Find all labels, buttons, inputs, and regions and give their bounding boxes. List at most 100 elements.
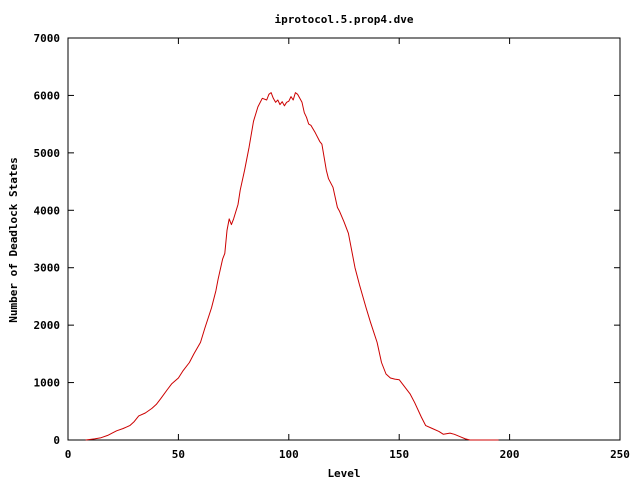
data-point	[328, 178, 329, 179]
y-tick-label: 7000	[34, 32, 61, 45]
data-point	[233, 218, 234, 219]
y-axis-ticks: 0 1000 2000 3000 4000 5000 6000 7000	[34, 32, 620, 447]
data-point	[273, 98, 274, 99]
y-tick-label: 1000	[34, 377, 61, 390]
y-tick-label: 0	[53, 434, 60, 447]
data-point	[394, 379, 395, 380]
data-point	[85, 440, 86, 441]
data-point	[123, 428, 124, 429]
data-point	[306, 117, 307, 118]
data-point	[116, 430, 117, 431]
x-tick-label: 200	[500, 448, 520, 461]
data-point	[288, 101, 289, 102]
data-point	[224, 253, 225, 254]
data-point	[377, 342, 378, 343]
data-point	[284, 105, 285, 106]
data-point	[171, 383, 172, 384]
data-point	[138, 415, 139, 416]
data-point	[280, 104, 281, 105]
data-point	[355, 267, 356, 268]
data-point	[215, 290, 216, 291]
data-point	[319, 141, 320, 142]
data-point	[425, 425, 426, 426]
data-point	[244, 170, 245, 171]
plot-frame	[67, 37, 621, 441]
data-point	[403, 385, 404, 386]
data-point	[286, 102, 287, 103]
x-tick-label: 100	[279, 448, 299, 461]
data-point	[315, 132, 316, 133]
data-point	[156, 404, 157, 405]
data-point	[295, 92, 296, 93]
data-point	[438, 431, 439, 432]
data-point	[112, 433, 113, 434]
data-point	[182, 371, 183, 372]
x-tick-label: 250	[610, 448, 630, 461]
data-point	[193, 353, 194, 354]
y-tick-label: 3000	[34, 262, 61, 275]
x-axis-label: Level	[327, 467, 360, 480]
data-point	[291, 96, 292, 97]
data-point	[450, 433, 451, 434]
data-point	[386, 374, 387, 375]
data-point	[465, 438, 466, 439]
data-point	[302, 102, 303, 103]
data-point	[410, 394, 411, 395]
data-point	[421, 417, 422, 418]
data-point	[167, 389, 168, 390]
data-point	[134, 421, 135, 422]
data-point	[293, 100, 294, 101]
data-point	[483, 440, 484, 441]
data-point	[200, 342, 201, 343]
data-point	[227, 230, 228, 231]
data-point	[178, 378, 179, 379]
data-point	[297, 94, 298, 95]
data-point	[399, 379, 400, 380]
data-point	[101, 437, 102, 438]
data-point	[461, 437, 462, 438]
data-point	[299, 98, 300, 99]
data-point	[240, 190, 241, 191]
data-point	[282, 101, 283, 102]
data-point	[189, 362, 190, 363]
y-tick-label: 6000	[34, 89, 61, 102]
data-point	[238, 204, 239, 205]
y-axis-label: Number of Deadlock States	[7, 157, 20, 323]
data-point	[339, 211, 340, 212]
data-point	[275, 102, 276, 103]
data-point	[370, 322, 371, 323]
data-point	[304, 112, 305, 113]
data-point	[321, 144, 322, 145]
data-point	[129, 425, 130, 426]
data-point	[262, 98, 263, 99]
data-point	[268, 94, 269, 95]
data-point	[277, 100, 278, 101]
data-point	[160, 398, 161, 399]
data-point	[454, 434, 455, 435]
data-point	[359, 284, 360, 285]
data-point	[271, 92, 272, 93]
series-line	[85, 92, 499, 441]
data-point	[229, 218, 230, 219]
data-point	[222, 259, 223, 260]
data-point	[231, 224, 232, 225]
data-point	[337, 207, 338, 208]
data-point	[249, 147, 250, 148]
data-point	[257, 106, 258, 107]
data-point	[333, 187, 334, 188]
series-layer	[85, 92, 499, 441]
data-point	[487, 440, 488, 441]
data-point	[151, 408, 152, 409]
data-point	[211, 307, 212, 308]
data-point	[494, 440, 495, 441]
data-point	[326, 170, 327, 171]
y-tick-label: 2000	[34, 319, 61, 332]
data-point	[414, 402, 415, 403]
data-point	[443, 434, 444, 435]
data-point	[348, 233, 349, 234]
data-point	[390, 378, 391, 379]
data-point	[266, 100, 267, 101]
data-point	[204, 328, 205, 329]
